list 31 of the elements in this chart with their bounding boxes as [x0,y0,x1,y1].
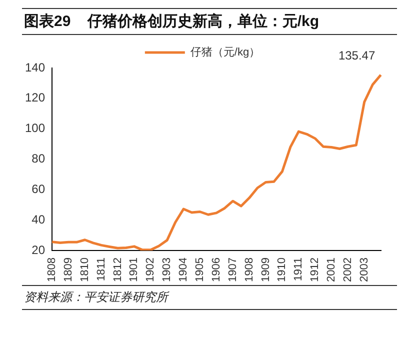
x-tick-label: 1909 [260,258,272,282]
legend-label: 仔猪（元/kg） [190,46,260,59]
y-tick-label: 120 [24,90,46,105]
x-tick-label: 1906 [210,258,222,282]
x-tick-label: 1911 [292,258,305,282]
x-tick-label: 2001 [326,258,338,282]
x-tick-label: 1907 [226,258,239,282]
x-tick-label: 1810 [78,258,91,282]
y-tick-label: 60 [32,182,46,196]
y-tick-label: 40 [32,212,46,226]
x-tick-label: 1912 [309,258,322,282]
x-tick-label: 1905 [194,258,206,282]
x-tick-label: 1908 [243,258,256,282]
x-tick-label: 2002 [342,258,354,282]
x-tick-label: 1811 [95,258,108,282]
text: 135.47 [338,48,376,62]
chart-title: 图表29 仔猪价格创历史新高，单位：元/kg [22,8,397,35]
x-tick-label: 2003 [358,258,370,282]
x-tick-label: 1903 [161,258,174,282]
x-tick-label: 1904 [178,258,190,282]
x-tick-label: 1902 [144,258,157,282]
x-tick-label: 1910 [276,258,288,282]
y-tick-label: 20 [32,242,46,257]
y-tick-label: 140 [24,60,46,74]
y-tick-label: 100 [24,121,46,136]
x-tick-label: 1812 [112,258,124,282]
y-tick-label: 80 [32,152,46,166]
text: 资料来源：平安证券研究所 [22,285,397,310]
x-tick-label: 1808 [46,258,58,282]
x-tick-label: 1901 [128,258,140,282]
x-tick-label: 1809 [62,258,74,282]
